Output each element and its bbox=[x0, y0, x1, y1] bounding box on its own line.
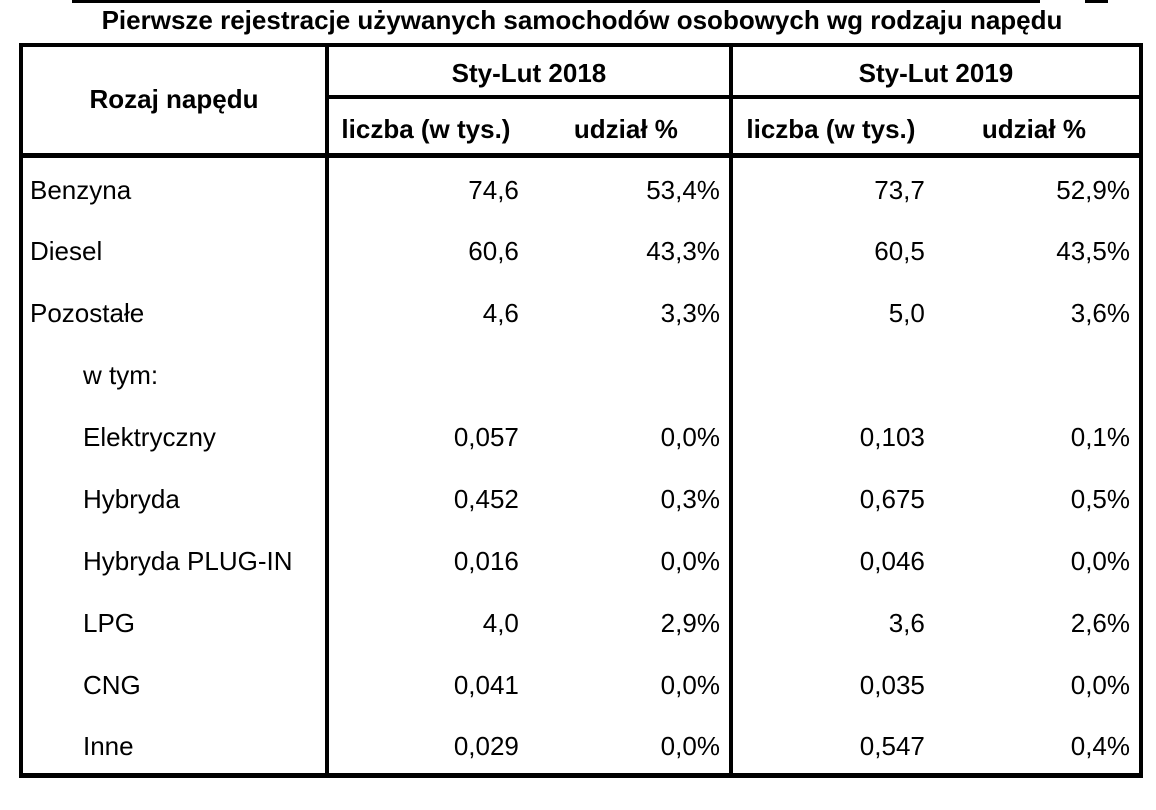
value-cell: 3,6 bbox=[728, 589, 929, 651]
header-period-2018: Sty-Lut 2018 bbox=[324, 45, 731, 99]
table-row: Hybryda PLUG-IN 0,016 0,0% 0,046 0,0% bbox=[21, 527, 1141, 589]
value-cell: 0,0% bbox=[1070, 546, 1130, 576]
registrations-table: Rozaj napędu Sty-Lut 2018 Sty-Lut 2019 l… bbox=[19, 43, 1143, 778]
value-cell: 0,035 bbox=[728, 651, 929, 713]
table-row: LPG 4,0 2,9% 3,6 2,6% bbox=[21, 589, 1141, 651]
table-row: w tym: bbox=[21, 341, 1141, 403]
header-row-measures: liczba (w tys.) udział % liczba (w tys.)… bbox=[21, 97, 1141, 158]
value-cell: 0,675 bbox=[728, 465, 929, 527]
value-cell: 0,046 bbox=[728, 527, 929, 589]
table-row: CNG 0,041 0,0% 0,035 0,0% bbox=[21, 651, 1141, 713]
value-cell: 0,547 bbox=[728, 713, 929, 775]
value-cell: 60,5 bbox=[728, 217, 929, 279]
row-label: Elektryczny bbox=[83, 422, 216, 452]
value-cell: 43,3% bbox=[646, 236, 720, 266]
value-cell: 0,0% bbox=[660, 546, 720, 576]
value-cell: 43,5% bbox=[1056, 236, 1130, 266]
value-cell: 0,0% bbox=[660, 422, 720, 452]
value-cell bbox=[929, 341, 1141, 403]
header-count-2019: liczba (w tys.) bbox=[728, 97, 929, 158]
value-cell: 0,057 bbox=[324, 403, 523, 465]
row-label: Pozostałe bbox=[30, 298, 145, 328]
header-period-2019: Sty-Lut 2019 bbox=[728, 45, 1141, 99]
header-share-2019: udział % bbox=[928, 97, 1141, 158]
value-cell: 0,4% bbox=[1070, 730, 1130, 761]
value-cell: 0,103 bbox=[728, 403, 929, 465]
value-cell: 0,0% bbox=[660, 670, 720, 700]
value-cell: 0,3% bbox=[660, 484, 720, 514]
value-cell: 3,6% bbox=[1070, 298, 1130, 328]
top-crop-artifact bbox=[1085, 0, 1108, 3]
table-row: Inne 0,029 0,0% 0,547 0,4% bbox=[21, 713, 1141, 775]
value-cell: 0,0% bbox=[660, 730, 720, 761]
value-cell: 74,6 bbox=[324, 155, 523, 217]
table-title: Pierwsze rejestracje używanych samochodó… bbox=[101, 5, 1063, 35]
value-cell: 0,5% bbox=[1070, 484, 1130, 514]
row-label: Benzyna bbox=[30, 175, 132, 206]
header-count-2018: liczba (w tys.) bbox=[324, 97, 523, 158]
row-label: Diesel bbox=[30, 236, 103, 266]
row-label: w tym: bbox=[83, 360, 159, 390]
value-cell: 2,6% bbox=[1070, 608, 1130, 638]
header-drive-type: Rozaj napędu bbox=[21, 45, 327, 158]
value-cell bbox=[324, 341, 523, 403]
top-crop-artifact bbox=[72, 0, 1040, 3]
value-cell: 5,0 bbox=[728, 279, 929, 341]
value-cell: 4,6 bbox=[324, 279, 523, 341]
value-cell: 60,6 bbox=[324, 217, 523, 279]
row-label: Hybryda bbox=[83, 484, 180, 514]
table-row: Elektryczny 0,057 0,0% 0,103 0,1% bbox=[21, 403, 1141, 465]
value-cell: 4,0 bbox=[324, 589, 523, 651]
value-cell: 2,9% bbox=[660, 608, 720, 638]
row-label: CNG bbox=[83, 670, 141, 700]
value-cell: 0,029 bbox=[324, 713, 523, 775]
value-cell: 0,1% bbox=[1070, 422, 1130, 452]
header-row-years: Rozaj napędu Sty-Lut 2018 Sty-Lut 2019 bbox=[21, 45, 1141, 158]
value-cell: 3,3% bbox=[660, 298, 720, 328]
value-cell: 53,4% bbox=[646, 175, 720, 206]
row-label: LPG bbox=[83, 608, 136, 638]
table-row: Benzyna 74,6 53,4% 73,7 52,9% bbox=[21, 155, 1141, 217]
header-share-2018: udział % bbox=[522, 97, 731, 158]
table-row: Hybryda 0,452 0,3% 0,675 0,5% bbox=[21, 465, 1141, 527]
value-cell: 0,0% bbox=[1070, 670, 1130, 700]
value-cell: 73,7 bbox=[728, 155, 929, 217]
table-row: Diesel 60,6 43,3% 60,5 43,5% bbox=[21, 217, 1141, 279]
value-cell: 52,9% bbox=[1056, 175, 1130, 206]
value-cell bbox=[728, 341, 929, 403]
value-cell: 0,016 bbox=[324, 527, 523, 589]
row-label: Inne bbox=[83, 730, 134, 761]
table-row: Pozostałe 4,6 3,3% 5,0 3,6% bbox=[21, 279, 1141, 341]
value-cell: 0,041 bbox=[324, 651, 523, 713]
row-label: Hybryda PLUG-IN bbox=[83, 546, 293, 576]
value-cell bbox=[523, 341, 731, 403]
value-cell: 0,452 bbox=[324, 465, 523, 527]
